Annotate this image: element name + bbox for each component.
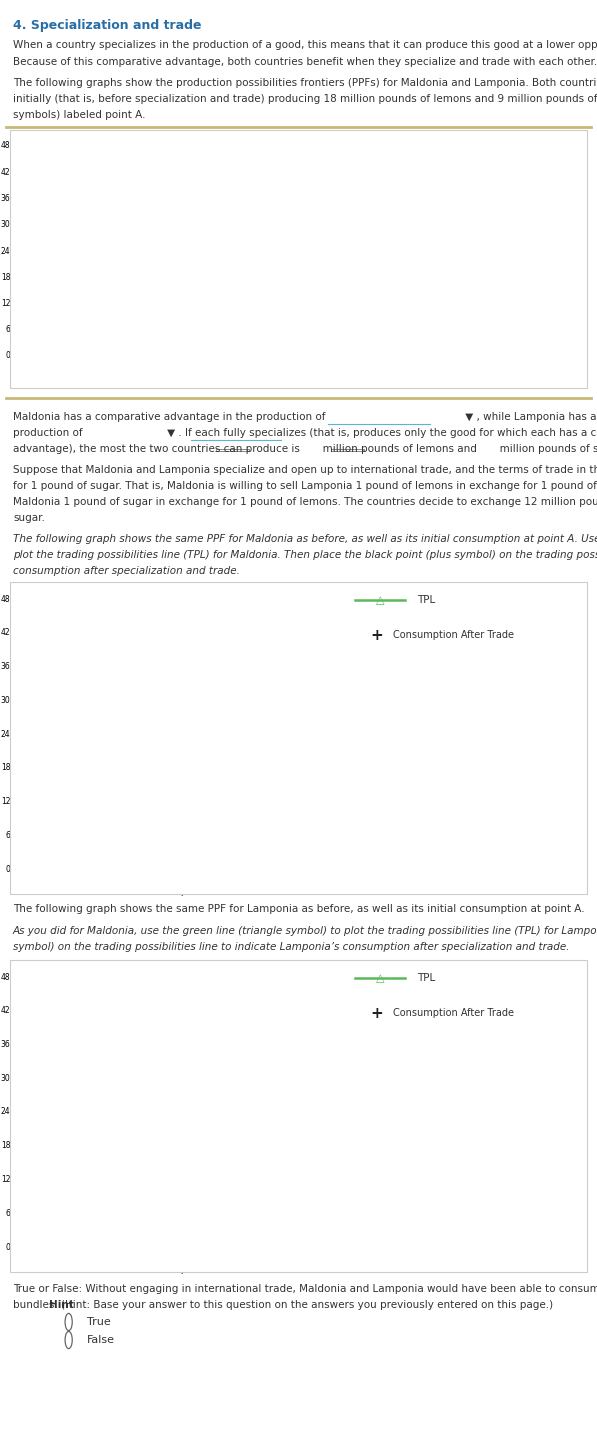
Text: False: False bbox=[87, 1335, 115, 1346]
Text: A: A bbox=[124, 806, 130, 814]
Text: ?: ? bbox=[242, 151, 247, 161]
Text: Because of this comparative advantage, both countries benefit when they speciali: Because of this comparative advantage, b… bbox=[13, 57, 597, 67]
Text: △: △ bbox=[376, 595, 384, 605]
X-axis label: LEMONS (Millions of pounds): LEMONS (Millions of pounds) bbox=[71, 375, 200, 383]
Text: advantage), the most the two countries can produce is       million pounds of le: advantage), the most the two countries c… bbox=[13, 444, 597, 454]
Text: As you did for Maldonia, use the green line (triangle symbol) to plot the tradin: As you did for Maldonia, use the green l… bbox=[13, 926, 597, 936]
Text: Consumption After Trade: Consumption After Trade bbox=[393, 630, 514, 640]
Text: TPL: TPL bbox=[417, 595, 435, 605]
Text: +: + bbox=[371, 628, 383, 642]
Text: sugar.: sugar. bbox=[13, 513, 45, 523]
Text: symbols) labeled point A.: symbols) labeled point A. bbox=[13, 111, 146, 121]
Text: When a country specializes in the production of a good, this means that it can p: When a country specializes in the produc… bbox=[13, 40, 597, 50]
X-axis label: LEMONS (Millions of pounds): LEMONS (Millions of pounds) bbox=[358, 375, 487, 383]
Text: A: A bbox=[124, 1183, 130, 1193]
Text: A: A bbox=[397, 304, 403, 314]
Text: TPL: TPL bbox=[417, 974, 435, 984]
Text: A: A bbox=[110, 304, 116, 314]
Text: PPF: PPF bbox=[23, 271, 39, 280]
Text: ?: ? bbox=[276, 605, 281, 615]
Text: The following graph shows the same PPF for Maldonia as before, as well as its in: The following graph shows the same PPF f… bbox=[13, 534, 597, 544]
Text: Maldonia has a comparative advantage in the production of                       : Maldonia has a comparative advantage in … bbox=[13, 412, 597, 422]
Title: Lamponia: Lamponia bbox=[395, 132, 450, 141]
Text: PPF: PPF bbox=[307, 218, 324, 228]
Text: ?: ? bbox=[276, 982, 281, 992]
Text: The following graph shows the same PPF for Lamponia as before, as well as its in: The following graph shows the same PPF f… bbox=[13, 905, 584, 913]
Text: PPF: PPF bbox=[21, 1073, 36, 1083]
X-axis label: LEMONS (Millions of pounds): LEMONS (Millions of pounds) bbox=[88, 1265, 218, 1274]
Text: symbol) on the trading possibilities line to indicate Lamponia’s consumption aft: symbol) on the trading possibilities lin… bbox=[13, 942, 570, 952]
Text: The following graphs show the production possibilities frontiers (PPFs) for Mald: The following graphs show the production… bbox=[13, 78, 597, 88]
Text: ?: ? bbox=[528, 151, 534, 161]
Text: production of                          ▼ . If each fully specializes (that is, p: production of ▼ . If each fully speciali… bbox=[13, 428, 597, 438]
Text: initially (that is, before specialization and trade) producing 18 million pounds: initially (that is, before specializatio… bbox=[13, 93, 597, 103]
Text: for 1 pound of sugar. That is, Maldonia is willing to sell Lamponia 1 pound of l: for 1 pound of sugar. That is, Maldonia … bbox=[13, 481, 597, 491]
Title: Maldonia: Maldonia bbox=[128, 584, 179, 595]
Text: Hint: Hint bbox=[49, 1300, 74, 1310]
Text: 4. Specialization and trade: 4. Specialization and trade bbox=[13, 19, 202, 32]
Text: +: + bbox=[371, 1005, 383, 1021]
Title: Lamponia: Lamponia bbox=[125, 962, 180, 972]
X-axis label: LEMONS (Millions of pounds): LEMONS (Millions of pounds) bbox=[88, 887, 218, 896]
Text: bundles. (​Hint​: Base your answer to this question on the answers you previousl: bundles. (​Hint​: Base your answer to th… bbox=[13, 1300, 553, 1310]
Text: True: True bbox=[87, 1317, 110, 1327]
Text: Suppose that Maldonia and Lamponia specialize and open up to international trade: Suppose that Maldonia and Lamponia speci… bbox=[13, 465, 597, 475]
Text: Consumption After Trade: Consumption After Trade bbox=[393, 1008, 514, 1018]
Text: Maldonia 1 pound of sugar in exchange for 1 pound of lemons. The countries decid: Maldonia 1 pound of sugar in exchange fo… bbox=[13, 497, 597, 507]
Y-axis label: SUGAR (Millions of pounds): SUGAR (Millions of pounds) bbox=[276, 188, 285, 312]
Text: △: △ bbox=[376, 974, 384, 984]
Text: consumption after specialization and trade.: consumption after specialization and tra… bbox=[13, 566, 240, 576]
Text: True or False: Without engaging in international trade, Maldonia and Lamponia wo: True or False: Without engaging in inter… bbox=[13, 1284, 597, 1294]
Text: PPF: PPF bbox=[24, 763, 39, 771]
Title: Maldonia: Maldonia bbox=[110, 132, 161, 141]
Text: plot the trading possibilities line (TPL) for Maldonia. Then place the black poi: plot the trading possibilities line (TPL… bbox=[13, 550, 597, 560]
